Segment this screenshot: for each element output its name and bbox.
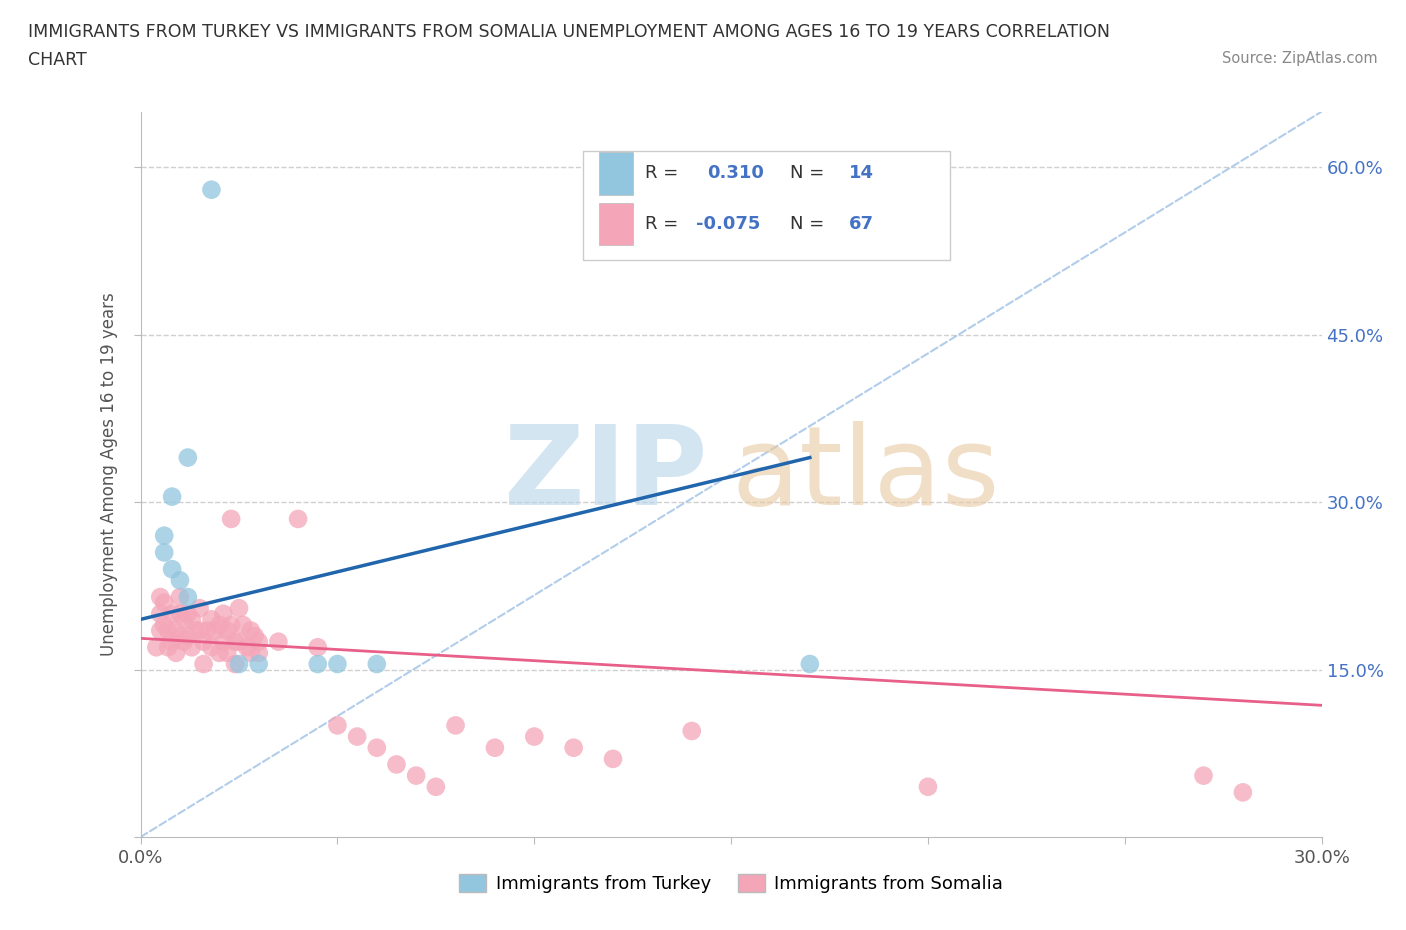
Point	[169, 629, 191, 644]
Point	[157, 640, 180, 655]
Point	[153, 595, 176, 610]
Point	[177, 606, 200, 621]
Point	[523, 729, 546, 744]
Point	[153, 618, 176, 632]
Point	[145, 640, 167, 655]
Point	[232, 618, 254, 632]
Text: CHART: CHART	[28, 51, 87, 69]
Point	[200, 612, 222, 627]
Point	[247, 657, 270, 671]
Point	[239, 623, 262, 638]
Y-axis label: Unemployment Among Ages 16 to 19 years: Unemployment Among Ages 16 to 19 years	[100, 292, 118, 657]
Point	[149, 590, 172, 604]
Point	[366, 740, 388, 755]
Point	[180, 612, 202, 627]
Text: atlas: atlas	[731, 420, 1000, 528]
Point	[217, 623, 239, 638]
Point	[193, 657, 215, 671]
Point	[444, 718, 467, 733]
Point	[326, 718, 349, 733]
Point	[228, 657, 250, 671]
Point	[405, 768, 427, 783]
Point	[287, 512, 309, 526]
Legend: Immigrants from Turkey, Immigrants from Somalia: Immigrants from Turkey, Immigrants from …	[453, 867, 1010, 900]
Point	[243, 629, 266, 644]
Point	[307, 640, 329, 655]
Point	[149, 606, 172, 621]
Point	[562, 740, 585, 755]
Point	[200, 640, 222, 655]
Point	[307, 657, 329, 671]
Point	[208, 645, 231, 660]
Point	[153, 528, 176, 543]
Point	[173, 612, 195, 627]
Point	[165, 645, 187, 660]
Point	[169, 606, 191, 621]
Text: ZIP: ZIP	[505, 420, 707, 528]
Point	[224, 634, 246, 649]
FancyBboxPatch shape	[583, 152, 949, 260]
Point	[228, 601, 250, 616]
Point	[212, 634, 235, 649]
Point	[160, 562, 183, 577]
Point	[204, 623, 226, 638]
Point	[197, 623, 219, 638]
Point	[160, 606, 183, 621]
Text: R =: R =	[645, 165, 678, 182]
Point	[484, 740, 506, 755]
Point	[385, 757, 408, 772]
Point	[153, 545, 176, 560]
Point	[160, 489, 183, 504]
Point	[160, 634, 183, 649]
Point	[799, 657, 821, 671]
Point	[425, 779, 447, 794]
Text: Source: ZipAtlas.com: Source: ZipAtlas.com	[1222, 51, 1378, 66]
Point	[346, 729, 368, 744]
Point	[184, 623, 207, 638]
Point	[366, 657, 388, 671]
Point	[219, 618, 242, 632]
Point	[169, 573, 191, 588]
Text: 0.310: 0.310	[707, 165, 765, 182]
Point	[212, 606, 235, 621]
Point	[188, 601, 211, 616]
Point	[236, 640, 259, 655]
Point	[208, 618, 231, 632]
Point	[173, 634, 195, 649]
Point	[165, 623, 187, 638]
Point	[157, 623, 180, 638]
Point	[169, 590, 191, 604]
Point	[1192, 768, 1215, 783]
Point	[224, 657, 246, 671]
Point	[200, 182, 222, 197]
Point	[917, 779, 939, 794]
Point	[217, 645, 239, 660]
Point	[267, 634, 290, 649]
Point	[149, 623, 172, 638]
Text: R =: R =	[645, 215, 678, 233]
Text: 14: 14	[849, 165, 875, 182]
FancyBboxPatch shape	[599, 152, 633, 194]
Point	[177, 590, 200, 604]
Text: IMMIGRANTS FROM TURKEY VS IMMIGRANTS FROM SOMALIA UNEMPLOYMENT AMONG AGES 16 TO : IMMIGRANTS FROM TURKEY VS IMMIGRANTS FRO…	[28, 23, 1111, 41]
Point	[219, 512, 242, 526]
Point	[1232, 785, 1254, 800]
FancyBboxPatch shape	[599, 203, 633, 246]
Text: N =: N =	[790, 165, 824, 182]
Point	[326, 657, 349, 671]
Text: -0.075: -0.075	[696, 215, 761, 233]
Text: 67: 67	[849, 215, 875, 233]
Point	[602, 751, 624, 766]
Point	[228, 634, 250, 649]
Point	[239, 645, 262, 660]
Text: N =: N =	[790, 215, 824, 233]
Point	[247, 645, 270, 660]
Point	[188, 623, 211, 638]
Point	[193, 634, 215, 649]
Point	[180, 640, 202, 655]
Point	[247, 634, 270, 649]
Point	[177, 629, 200, 644]
Point	[681, 724, 703, 738]
Point	[177, 450, 200, 465]
